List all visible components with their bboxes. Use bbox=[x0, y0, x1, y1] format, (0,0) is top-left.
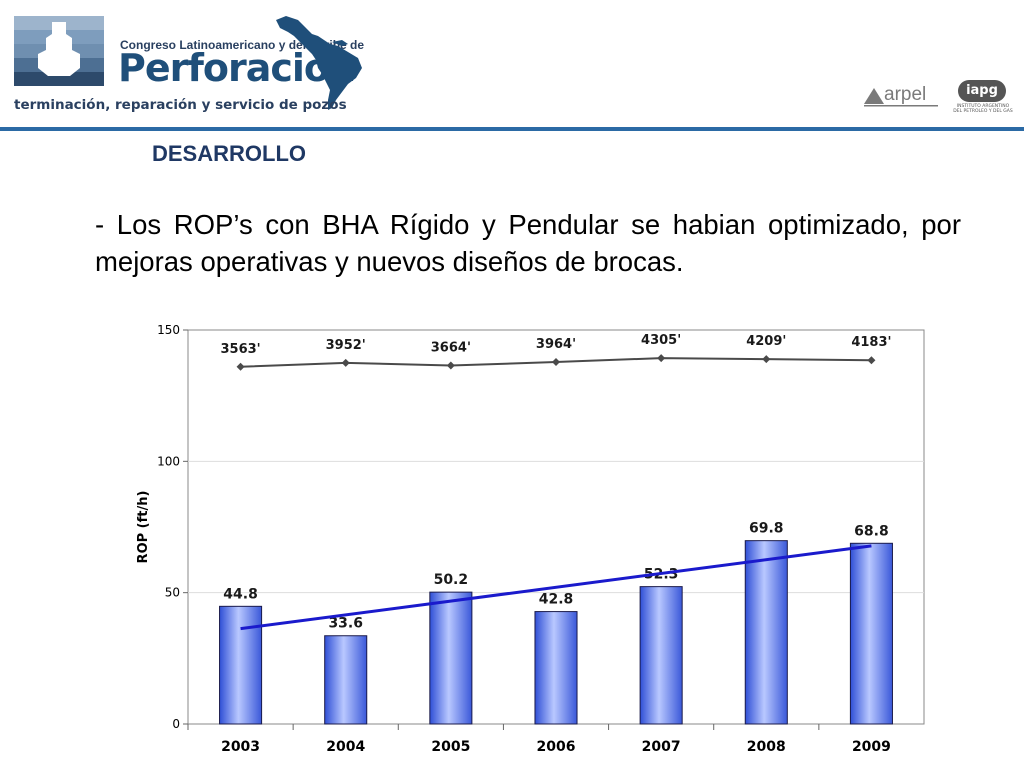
depth-data-label: 3563' bbox=[220, 342, 260, 357]
bar-data-label: 42.8 bbox=[539, 592, 574, 608]
depth-point bbox=[236, 362, 245, 371]
trend-line bbox=[240, 544, 872, 631]
rop-bar-chart: 44.833.650.242.852.369.868.8 3563'3952'3… bbox=[136, 323, 925, 755]
depth-point bbox=[341, 358, 350, 367]
depth-point bbox=[552, 358, 560, 367]
y-tick-label: 50 bbox=[165, 586, 180, 600]
depth-point bbox=[446, 361, 455, 370]
x-tick-label: 2009 bbox=[852, 739, 891, 755]
section-title: DESARROLLO bbox=[152, 141, 306, 166]
iapg-subtitle: INSTITUTO ARGENTINO DEL PETROLEO Y DEL G… bbox=[953, 104, 1013, 114]
x-tick-label: 2004 bbox=[326, 739, 365, 755]
depth-point bbox=[657, 354, 666, 363]
y-axis-label: ROP (ft/h) bbox=[136, 491, 151, 564]
y-tick-label: 150 bbox=[157, 323, 180, 337]
bar bbox=[744, 540, 788, 725]
depth-data-label: 4183' bbox=[851, 335, 891, 350]
x-tick-label: 2008 bbox=[747, 739, 786, 755]
depth-data-label: 4209' bbox=[746, 334, 786, 349]
bar-data-label: 68.8 bbox=[854, 523, 889, 539]
slide-body-text: - Los ROP’s con BHA Rígido y Pendular se… bbox=[95, 209, 961, 277]
depth-point bbox=[867, 356, 876, 365]
arpel-logo-icon bbox=[864, 88, 938, 107]
bar-data-label: 50.2 bbox=[434, 572, 469, 588]
arpel-logo-text: arpel bbox=[884, 84, 927, 105]
bar bbox=[639, 586, 683, 725]
bar bbox=[324, 635, 368, 725]
depth-data-label: 4305' bbox=[641, 333, 681, 348]
slide-header: Congreso Latinoamericano y del Caribe de… bbox=[0, 0, 1024, 128]
y-tick-label: 100 bbox=[157, 454, 180, 468]
conference-tagline: terminación, reparación y servicio de po… bbox=[14, 97, 347, 113]
depth-data-label: 3664' bbox=[431, 340, 471, 355]
bar-data-label: 69.8 bbox=[749, 521, 784, 537]
bar bbox=[534, 611, 578, 725]
depth-data-label: 3952' bbox=[326, 338, 366, 353]
x-tick-label: 2005 bbox=[431, 739, 470, 755]
bar-data-label: 44.8 bbox=[223, 586, 258, 602]
y-tick-label: 0 bbox=[172, 717, 180, 731]
depth-data-label: 3964' bbox=[536, 337, 576, 352]
x-tick-label: 2006 bbox=[537, 739, 576, 755]
conference-logo-icon bbox=[14, 16, 104, 86]
bar bbox=[219, 605, 263, 725]
x-tick-label: 2007 bbox=[642, 739, 681, 755]
header-divider bbox=[0, 127, 1024, 131]
depth-point bbox=[762, 355, 771, 364]
bar-data-label: 33.6 bbox=[328, 616, 363, 632]
iapg-logo: iapg bbox=[958, 80, 1006, 102]
latin-america-map-icon bbox=[276, 16, 362, 110]
bar bbox=[849, 542, 893, 725]
x-tick-label: 2003 bbox=[221, 739, 260, 755]
bar bbox=[429, 591, 473, 725]
